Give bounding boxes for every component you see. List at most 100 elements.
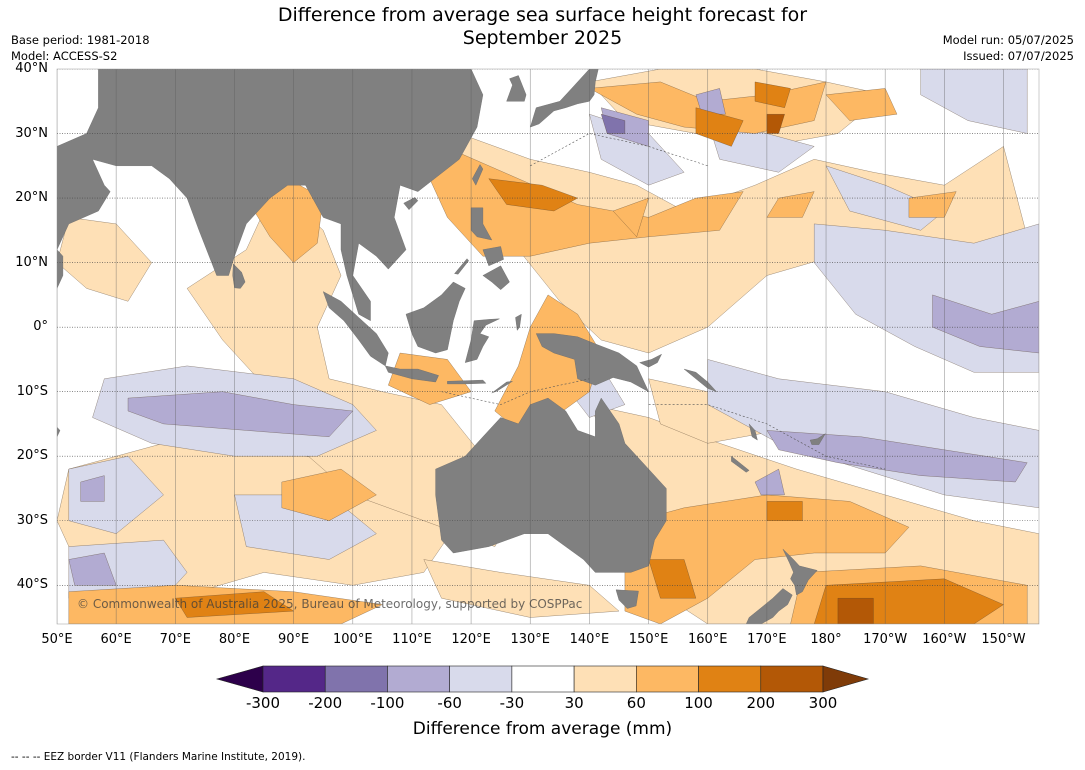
longitude-label: 180° [810,632,842,647]
land-hainan [403,197,419,210]
colorbar-tick: 30 [564,694,584,712]
longitude-label: 120°E [451,632,491,647]
land-tasmania [615,589,639,609]
land-taiwan [472,164,484,186]
map-area [57,69,1039,624]
anomaly-region [423,559,620,618]
latitude-label: 10°S [16,383,48,399]
anomaly-region [127,391,354,438]
colorbar-swatch [636,665,699,693]
latitude-label: 30°N [15,125,48,141]
longitude-label: 80°E [218,632,251,647]
colorbar-swatch [262,665,326,693]
land-madagascar [57,426,61,437]
land-sri-lanka [232,263,246,289]
colorbar-swatch [387,665,450,693]
latitude-label: 30°S [16,512,48,528]
title-line-1: Difference from average sea surface heig… [277,4,808,26]
colorbar-swatch [324,665,388,693]
anomaly-region [825,88,898,121]
land-new-guinea [535,333,650,393]
latitude-label: 0° [33,319,48,335]
longitude-label: 90°E [277,632,310,647]
land-new-caledonia [731,455,750,473]
anomaly-region [612,197,649,238]
anomaly-region [695,88,726,115]
copyright-credit: © Commonwealth of Australia 2025, Bureau… [77,597,583,611]
colorbar-swatch [449,665,513,693]
longitude-label: 100°E [333,632,373,647]
land-visayas [482,246,504,267]
longitude-label: 160°E [687,632,728,647]
land-borneo [405,281,466,354]
colorbar-tick: -60 [437,694,462,712]
model-name: Model: ACCESS-S2 [11,49,118,63]
land-mindanao [482,265,510,290]
anomaly-region [754,81,791,108]
colorbar-label: Difference from average (mm) [412,719,673,739]
longitude-label: 50°E [41,632,73,647]
longitude-label: 140°E [569,632,610,647]
colorbar-tick: 100 [684,694,713,712]
colorbar-swatch [511,665,575,693]
longitude-label: 170°E [747,632,787,647]
land-asia [57,69,484,322]
anomaly-region [80,475,105,502]
colorbar-tick: -100 [370,694,405,712]
colorbar-swatch [698,665,762,693]
land-sumbawa-flores [447,379,487,385]
latitude-label: 20°S [16,448,48,464]
longitude-label: 130°E [510,632,551,647]
model-run: Model run: 05/07/2025 [942,33,1074,47]
land-vanuatu [748,423,758,441]
map-title: Difference from average sea surface heig… [0,4,1085,50]
longitude-label: 150°E [628,632,669,647]
eez-border [530,133,708,167]
longitude-label: 110°E [392,632,432,647]
longitude-label: 150°W [981,632,1026,647]
anomaly-region [488,178,578,212]
land-new-britain [639,353,663,368]
longitude-label: 170°W [863,632,908,647]
metadata-right: Model run: 05/07/2025 Issued: 07/07/2025 [943,32,1074,64]
colorbar-tick: -300 [245,694,281,712]
metadata-left: Base period: 1981-2018 Model: ACCESS-S2 [11,32,150,64]
land-new-zealand-south [745,588,793,624]
colorbar-tick: 60 [626,694,646,712]
colorbar-tick: 200 [746,694,776,712]
anomaly-region [754,468,785,496]
anomaly-region [648,559,697,599]
colorbar-swatch [760,665,824,693]
latitude-label: 20°N [15,190,48,206]
longitude-label: 160°W [922,632,967,647]
latitude-label: 40°N [15,61,48,76]
land-japan [529,69,599,128]
colorbar [215,665,870,693]
title-line-2: September 2025 [462,27,623,49]
eez-border [441,378,590,405]
land-korea [506,75,527,102]
land-sulawesi [464,318,500,363]
longitude-label: 70°E [159,632,191,647]
colorbar-max-arrow [822,665,870,693]
colorbar-swatch [573,665,637,693]
anomaly-region [837,597,874,624]
latitude-label: 40°S [16,577,48,593]
issued-date: Issued: 07/07/2025 [963,49,1074,63]
longitude-label: 60°E [100,632,132,647]
base-period: Base period: 1981-2018 [11,33,150,47]
latitude-label: 10°N [15,254,48,270]
land-africa-horn [57,249,64,289]
land-new-zealand-north [782,548,818,596]
anomaly-region [920,69,1028,134]
map-frame [56,68,1040,625]
eez-footer-note: -- -- -- EEZ border V11 (Flanders Marine… [11,751,306,763]
colorbar-tick: -200 [308,694,343,712]
colorbar-tick: -30 [499,694,525,712]
land-fiji [809,433,826,445]
anomaly-region [766,501,803,521]
colorbar-tick: 300 [808,694,838,712]
colorbar-min-arrow [215,665,264,693]
land-solomons [683,368,717,392]
